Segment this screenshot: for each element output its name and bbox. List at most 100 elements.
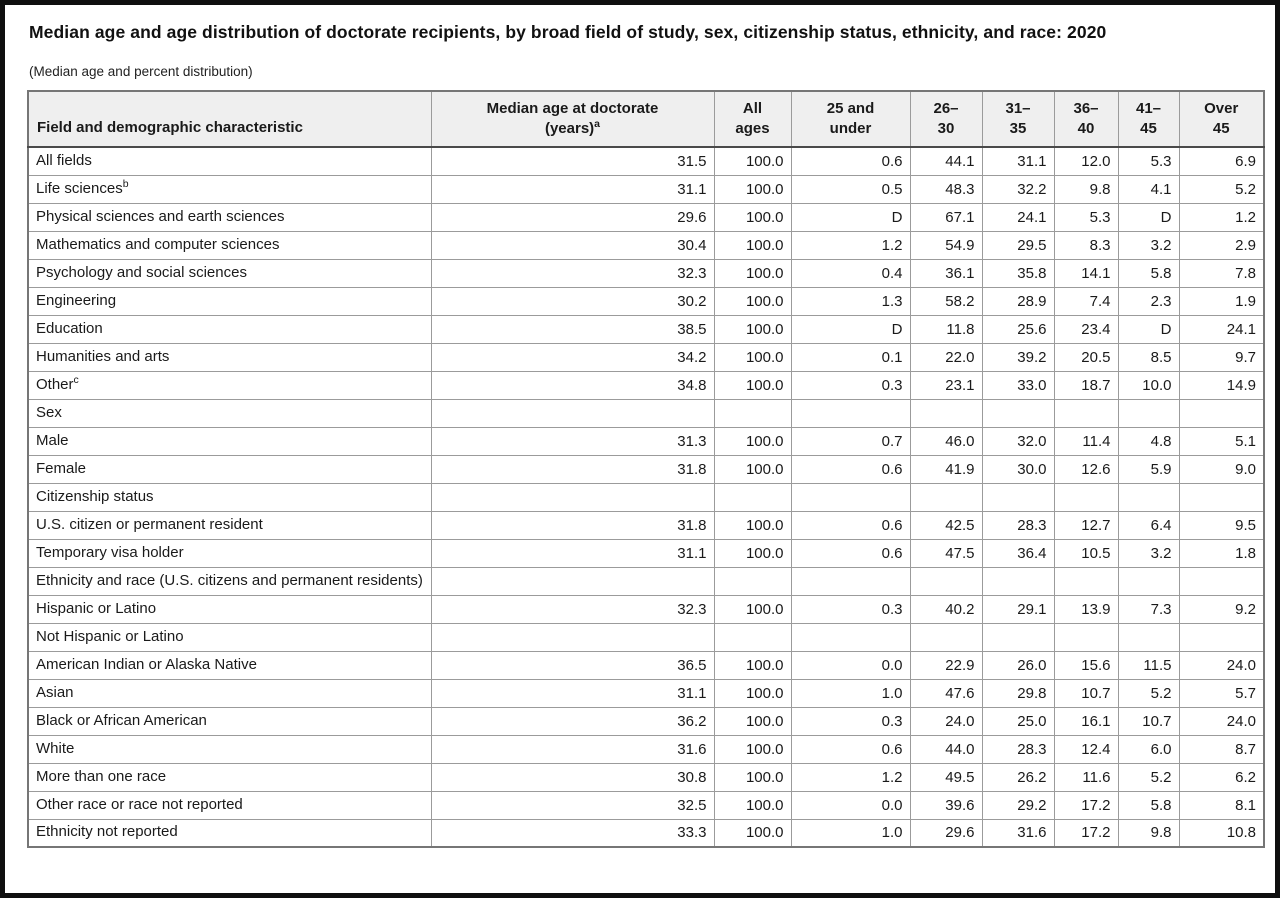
cell-value: 31.1: [430, 538, 715, 568]
cell-value: 28.9: [981, 286, 1055, 316]
cell-value: 36.4: [981, 538, 1055, 568]
table-row: Hispanic or Latino 32.3 100.0 0.3 40.2 29.1 13…: [27, 594, 1265, 624]
cell-value: 10.7: [1117, 706, 1180, 736]
cell-value: 7.3: [1117, 594, 1180, 624]
cell-value: 0.0: [790, 650, 911, 680]
table-row: Education 38.5 100.0 D 11.8 25.6 23.4 D 24.1: [27, 314, 1265, 344]
row-label: All fields: [27, 146, 432, 176]
cell-value: 0.3: [790, 706, 911, 736]
col-header-field: Field and demographic characteristic: [27, 90, 432, 148]
cell-value: 30.2: [430, 286, 715, 316]
cell-value: 0.5: [790, 174, 911, 204]
cell-value: 100.0: [713, 762, 792, 792]
cell-value: 8.1: [1178, 790, 1265, 820]
cell-value: 100.0: [713, 594, 792, 624]
cell-value: 46.0: [909, 426, 983, 456]
cell-value: 31.6: [981, 818, 1055, 848]
cell-value: 34.8: [430, 370, 715, 400]
cell-value: 3.2: [1117, 538, 1180, 568]
cell-value: 2.3: [1117, 286, 1180, 316]
cell-value: 34.2: [430, 342, 715, 372]
cell-value: 100.0: [713, 510, 792, 540]
row-label: Black or African American: [27, 706, 432, 736]
col-header-all-ages: All ages: [713, 90, 792, 148]
cell-value: 58.2: [909, 286, 983, 316]
cell-value: [1053, 566, 1119, 596]
row-label: More than one race: [27, 762, 432, 792]
cell-value: 20.5: [1053, 342, 1119, 372]
cell-value: 12.7: [1053, 510, 1119, 540]
cell-value: 100.0: [713, 790, 792, 820]
cell-value: 67.1: [909, 202, 983, 232]
cell-value: 18.7: [1053, 370, 1119, 400]
cell-value: 5.1: [1178, 426, 1265, 456]
cell-value: 1.2: [790, 230, 911, 260]
table-row: Male 31.3 100.0 0.7 46.0 32.0 11.4 4.8 5.1: [27, 426, 1265, 456]
cell-value: 23.4: [1053, 314, 1119, 344]
cell-value: 100.0: [713, 370, 792, 400]
cell-value: 24.1: [981, 202, 1055, 232]
cell-value: 22.0: [909, 342, 983, 372]
cell-value: [1117, 398, 1180, 428]
cell-value: [1117, 566, 1180, 596]
cell-value: [1178, 566, 1265, 596]
cell-value: 44.1: [909, 146, 983, 176]
cell-value: 31.1: [981, 146, 1055, 176]
cell-value: 10.8: [1178, 818, 1265, 848]
cell-value: 47.5: [909, 538, 983, 568]
cell-value: 22.9: [909, 650, 983, 680]
row-label: Male: [27, 426, 432, 456]
footnote-marker: c: [73, 373, 79, 386]
cell-value: 100.0: [713, 342, 792, 372]
col-header-median-line1: Median age at doctorate: [486, 99, 659, 117]
cell-value: 11.4: [1053, 426, 1119, 456]
col-header-36-40: 36– 40: [1053, 90, 1119, 148]
cell-value: 100.0: [713, 818, 792, 848]
cell-value: 11.8: [909, 314, 983, 344]
cell-value: 100.0: [713, 678, 792, 708]
cell-value: 2.9: [1178, 230, 1265, 260]
cell-value: 28.3: [981, 510, 1055, 540]
cell-value: 32.3: [430, 258, 715, 288]
row-label: Not Hispanic or Latino: [27, 622, 432, 652]
cell-value: 100.0: [713, 314, 792, 344]
cell-value: 0.0: [790, 790, 911, 820]
cell-value: 13.9: [1053, 594, 1119, 624]
table-row: Ethnicity and race (U.S. citizens and pe…: [27, 566, 1265, 596]
data-table: Field and demographic characteristic Med…: [27, 90, 1265, 848]
cell-value: 6.4: [1117, 510, 1180, 540]
table-row: Female 31.8 100.0 0.6 41.9 30.0 12.6 5.9 9.0: [27, 454, 1265, 484]
cell-value: 24.0: [1178, 706, 1265, 736]
cell-value: 32.3: [430, 594, 715, 624]
cell-value: 24.0: [1178, 650, 1265, 680]
table-row: Life sciencesb 31.1 100.0 0.5 48.3 32.2 9.8 4.1…: [27, 174, 1265, 204]
cell-value: 1.9: [1178, 286, 1265, 316]
row-label: U.S. citizen or permanent resident: [27, 510, 432, 540]
cell-value: 29.6: [430, 202, 715, 232]
table-row: Humanities and arts 34.2 100.0 0.1 22.0 39.2 2…: [27, 342, 1265, 372]
cell-value: [1053, 398, 1119, 428]
row-label: Other race or race not reported: [27, 790, 432, 820]
col-header-25-under: 25 and under: [790, 90, 911, 148]
table-row: More than one race 30.8 100.0 1.2 49.5 26.2 11…: [27, 762, 1265, 792]
cell-value: 0.7: [790, 426, 911, 456]
cell-value: 9.5: [1178, 510, 1265, 540]
cell-value: 0.1: [790, 342, 911, 372]
cell-value: 29.6: [909, 818, 983, 848]
cell-value: 10.5: [1053, 538, 1119, 568]
cell-value: 9.8: [1053, 174, 1119, 204]
row-label: Mathematics and computer sciences: [27, 230, 432, 260]
cell-value: 100.0: [713, 286, 792, 316]
cell-value: 4.1: [1117, 174, 1180, 204]
col-header-26-30: 26– 30: [909, 90, 983, 148]
cell-value: 31.1: [430, 174, 715, 204]
cell-value: 0.6: [790, 510, 911, 540]
cell-value: 33.0: [981, 370, 1055, 400]
cell-value: 31.8: [430, 454, 715, 484]
cell-value: [981, 566, 1055, 596]
row-label: Otherc: [27, 370, 432, 400]
cell-value: [790, 482, 911, 512]
cell-value: 26.2: [981, 762, 1055, 792]
cell-value: 10.0: [1117, 370, 1180, 400]
row-label: American Indian or Alaska Native: [27, 650, 432, 680]
